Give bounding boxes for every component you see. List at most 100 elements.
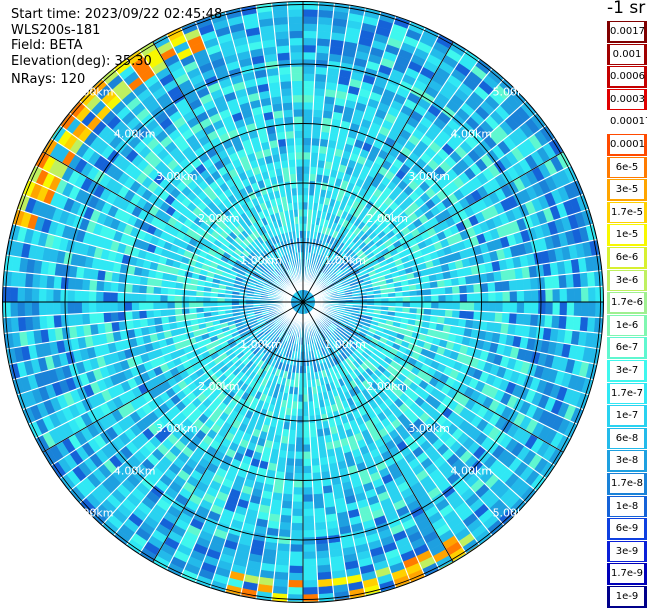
range-gate-cell — [303, 409, 309, 416]
range-gate-cell — [272, 586, 288, 594]
range-gate-cell — [291, 530, 303, 537]
range-gate-cell — [103, 281, 111, 292]
range-gate-cell — [132, 311, 140, 320]
range-gate-cell — [167, 302, 174, 309]
range-gate-cell — [314, 88, 326, 96]
range-gate-cell — [544, 315, 552, 328]
range-gate-cell — [303, 38, 317, 46]
range-gate-cell — [111, 282, 119, 293]
range-gate-cell — [594, 317, 602, 333]
range-gate-cell — [75, 314, 83, 326]
range-gate-cell — [287, 444, 295, 452]
range-gate-cell — [294, 459, 303, 466]
range-gate-cell — [587, 271, 595, 287]
range-gate-cell — [303, 66, 315, 73]
range-gate-cell — [481, 311, 489, 321]
range-gate-cell — [25, 287, 33, 302]
range-gate-cell — [517, 302, 524, 314]
range-gate-cell — [459, 285, 467, 294]
range-gate-cell — [296, 423, 303, 430]
range-gate-cell — [323, 103, 334, 111]
range-gate-cell — [466, 284, 474, 293]
range-gate-cell — [10, 287, 17, 302]
range-gate-cell — [18, 317, 26, 332]
range-gate-cell — [523, 278, 531, 290]
range-gate-cell — [291, 523, 303, 531]
range-gate-cell — [488, 312, 496, 323]
range-gate-cell — [303, 31, 317, 39]
range-gate-cell — [110, 292, 117, 302]
range-gate-cell — [3, 286, 11, 302]
range-gate-cell — [293, 480, 303, 487]
range-gate-cell — [53, 289, 61, 302]
range-gate-cell — [53, 315, 61, 328]
range-gate-cell — [588, 302, 596, 317]
range-gate-cell — [96, 313, 104, 324]
range-gate-cell — [303, 502, 314, 510]
range-gate-cell — [559, 274, 567, 288]
range-gate-cell — [292, 509, 303, 516]
range-gate-cell — [284, 472, 294, 480]
range-gate-cell — [111, 312, 119, 323]
range-gate-cell — [303, 159, 311, 166]
range-gate-cell — [473, 283, 481, 293]
range-gate-cell — [431, 302, 438, 309]
range-gate-cell — [460, 293, 467, 302]
range-gate-cell — [574, 287, 582, 302]
range-gate-cell — [502, 313, 510, 324]
range-gate-cell — [4, 317, 12, 333]
range-gate-cell — [288, 580, 303, 588]
range-gate-cell — [495, 312, 503, 323]
range-gate-cell — [303, 566, 317, 574]
range-gate-cell — [74, 302, 82, 314]
range-gate-cell — [516, 313, 524, 325]
range-gate-cell — [117, 302, 124, 312]
range-gate-cell — [509, 280, 517, 292]
range-gate-cell — [317, 572, 332, 580]
range-gate-cell — [303, 73, 315, 81]
range-gate-cell — [538, 302, 546, 315]
range-gate-cell — [303, 473, 312, 480]
range-gate-cell — [495, 281, 503, 292]
range-gate-cell — [89, 280, 97, 292]
range-gate-cell — [139, 310, 147, 319]
range-gate-cell — [182, 296, 189, 302]
range-gate-cell — [313, 110, 324, 118]
range-gate-cell — [46, 315, 54, 329]
range-gate-cell — [566, 316, 574, 331]
range-gate-cell — [580, 272, 588, 287]
range-gate-cell — [303, 559, 317, 567]
range-gate-cell — [82, 279, 90, 291]
range-gate-cell — [510, 302, 517, 313]
range-gate-cell — [453, 302, 460, 310]
range-gate-cell — [103, 312, 111, 323]
range-gate-cell — [474, 293, 481, 302]
range-gate-cell — [317, 31, 332, 39]
range-gate-cell — [531, 290, 538, 302]
range-gate-cell — [553, 289, 560, 303]
range-gate-cell — [118, 283, 126, 293]
range-gate-cell — [318, 586, 334, 594]
range-gate-cell — [318, 3, 334, 11]
range-gate-cell — [96, 280, 104, 291]
range-gate-cell — [275, 565, 290, 573]
range-gate-cell — [68, 314, 76, 327]
range-gate-cell — [303, 16, 318, 24]
range-gate-cell — [431, 295, 438, 302]
range-gate-cell — [311, 138, 320, 146]
range-gate-cell — [39, 274, 47, 288]
range-gate-cell — [523, 314, 531, 326]
range-gate-cell — [496, 302, 503, 313]
range-gate-cell — [104, 271, 112, 282]
range-gate-cell — [289, 559, 303, 567]
range-gate-cell — [567, 302, 575, 316]
range-gate-cell — [303, 516, 315, 523]
range-gate-cell — [288, 437, 296, 445]
range-gate-cell — [311, 458, 320, 466]
range-gate-cell — [303, 116, 313, 123]
range-gate-cell — [286, 458, 295, 466]
range-gate-cell — [303, 88, 314, 95]
range-gate-cell — [89, 302, 96, 313]
range-gate-cell — [502, 280, 510, 291]
